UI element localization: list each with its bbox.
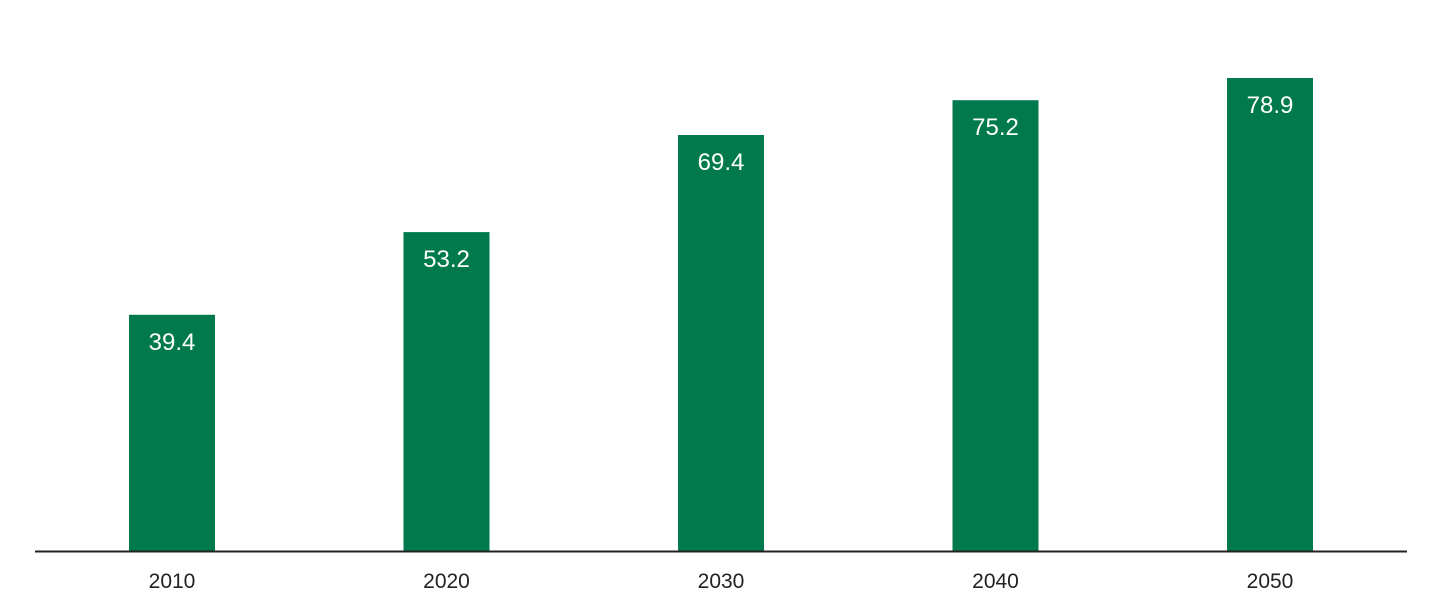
bar-value-label-2050: 78.9 <box>1247 92 1294 119</box>
bar-2050 <box>1227 78 1313 551</box>
bar-value-label-2010: 39.4 <box>149 329 196 356</box>
x-tick-label-2010: 2010 <box>149 570 196 593</box>
x-tick-label-2040: 2040 <box>972 570 1019 593</box>
bar-2040 <box>952 100 1039 551</box>
bar-value-label-2030: 69.4 <box>698 149 745 176</box>
bar-value-label-2040: 75.2 <box>972 114 1019 141</box>
bars-group: 39.4 53.2 69.4 75.2 78.9 <box>129 78 1313 551</box>
bar-2030 <box>678 135 764 551</box>
x-tick-label-2050: 2050 <box>1247 570 1294 593</box>
x-tick-label-2030: 2030 <box>698 570 745 593</box>
x-tick-label-2020: 2020 <box>423 570 470 593</box>
bar-value-label-2020: 53.2 <box>423 246 470 273</box>
bar-2010 <box>129 314 215 551</box>
x-tick-labels-group: 2010 2020 2030 2040 2050 <box>149 570 1294 593</box>
bar-2020 <box>403 232 490 551</box>
